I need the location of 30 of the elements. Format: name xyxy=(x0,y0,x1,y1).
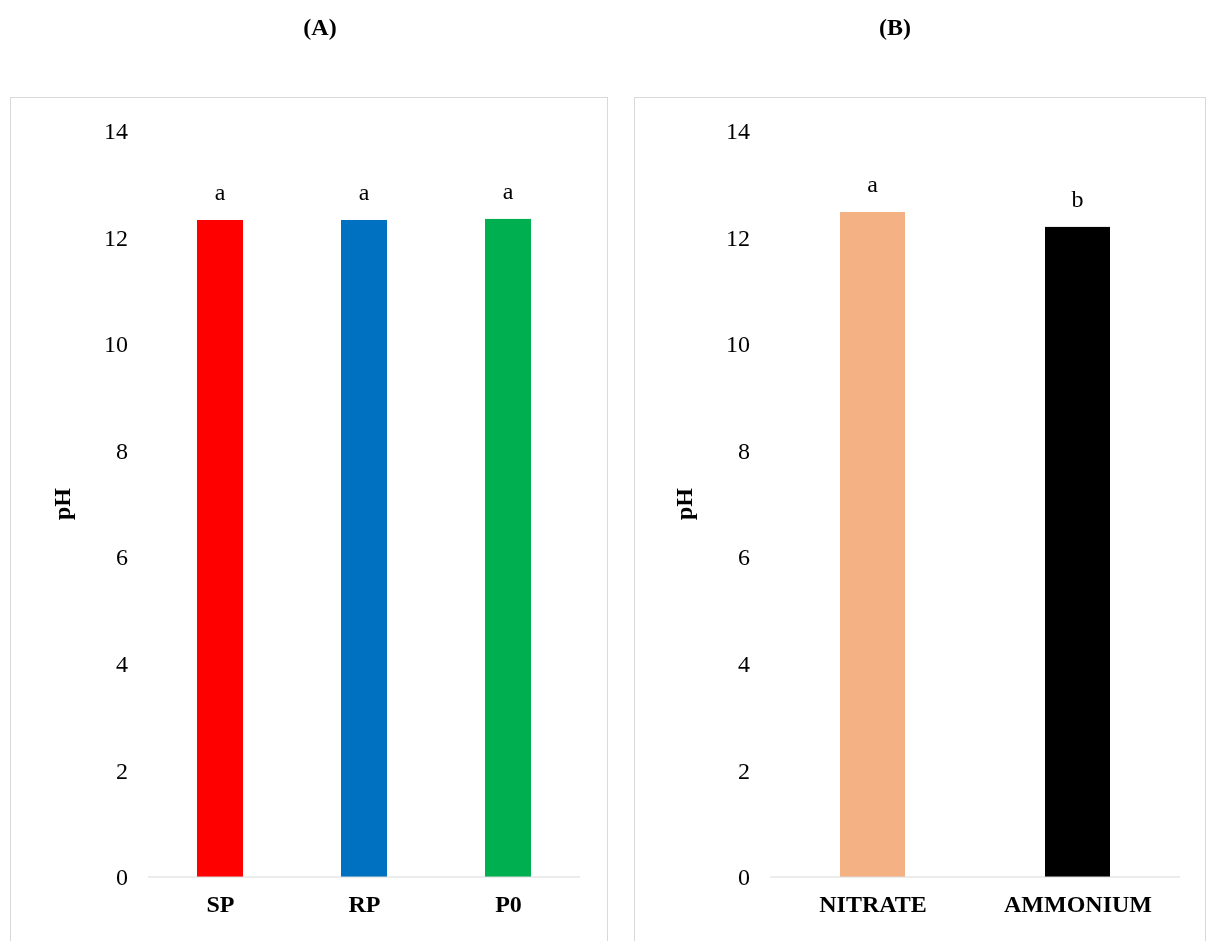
y-tick-label: 0 xyxy=(116,864,128,891)
y-tick-label: 2 xyxy=(116,757,128,784)
x-tick-label: AMMONIUM xyxy=(1004,891,1152,918)
y-tick-label: 4 xyxy=(738,651,750,678)
x-tick-label: RP xyxy=(348,891,381,918)
y-tick-label: 12 xyxy=(104,224,128,251)
y-tick-label: 6 xyxy=(116,544,128,571)
y-tick-label: 10 xyxy=(104,331,128,358)
y-tick-label: 12 xyxy=(726,224,750,251)
annotation: a xyxy=(502,177,514,204)
y-axis-title: pH xyxy=(671,487,697,521)
x-tick-label: P0 xyxy=(495,891,522,918)
y-tick-label: 14 xyxy=(104,118,128,145)
y-tick-label: 10 xyxy=(726,331,750,358)
x-tick-label: NITRATE xyxy=(819,891,927,918)
y-tick-label: 8 xyxy=(116,437,128,464)
annotation: b xyxy=(1071,185,1084,212)
x-tick-label: SP xyxy=(206,891,235,918)
y-tick-label: 2 xyxy=(738,757,750,784)
y-tick-label: 8 xyxy=(738,437,750,464)
annotation: a xyxy=(214,178,226,205)
chart-title: (B) xyxy=(879,14,911,40)
annotation: a xyxy=(867,170,879,197)
y-tick-label: 14 xyxy=(726,118,750,145)
y-tick-label: 4 xyxy=(116,651,128,678)
chart-title: (A) xyxy=(303,14,337,40)
y-tick-label: 6 xyxy=(738,544,750,571)
y-axis-title: pH xyxy=(49,487,75,521)
y-tick-label: 0 xyxy=(738,864,750,891)
annotation: a xyxy=(358,178,370,205)
